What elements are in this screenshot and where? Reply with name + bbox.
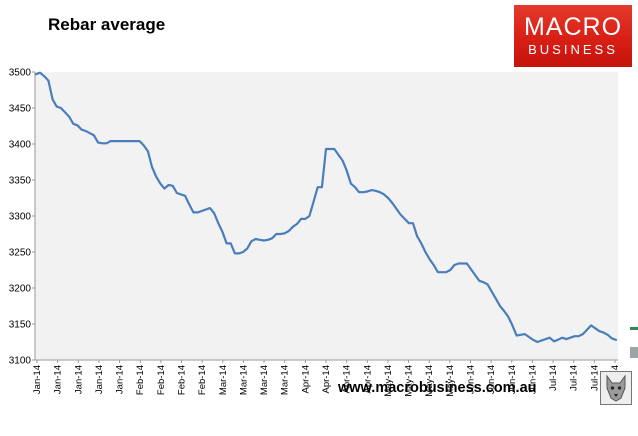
x-tick-label: Jul-14 (589, 365, 600, 391)
series-line (34, 71, 618, 344)
x-tick-label: Apr-14 (362, 365, 373, 394)
y-tick-label: 3150 (9, 320, 32, 331)
x-tick-label: Feb-14 (156, 365, 167, 395)
x-tick-label: Jan-14 (115, 365, 126, 394)
y-tick-label: 3350 (9, 176, 32, 187)
x-tick-label: Jul-14 (569, 365, 580, 391)
x-tick-label: Feb-14 (197, 365, 208, 395)
x-tick-label: Mar-14 (218, 365, 229, 395)
edge-decoration (630, 347, 638, 358)
x-tick-label: May-14 (424, 365, 435, 397)
y-tick-label: 3300 (9, 212, 32, 223)
y-tick-label: 3100 (9, 356, 32, 367)
wolf-logo-icon (600, 371, 632, 405)
x-tick-label: Apr-14 (300, 365, 311, 394)
logo-line-2: BUSINESS (528, 42, 618, 57)
x-tick-label: Mar-14 (280, 365, 291, 395)
x-tick-label: Apr-14 (342, 365, 353, 394)
x-tick-label: May-14 (404, 365, 415, 397)
x-tick-label: Jan-14 (53, 365, 64, 394)
x-tick-label: Jan-14 (94, 365, 105, 394)
x-tick-label: Jun-14 (507, 365, 518, 394)
x-tick-label: Mar-14 (259, 365, 270, 395)
chart-title: Rebar average (48, 15, 166, 34)
x-tick-label: Feb-14 (135, 365, 146, 395)
y-tick-label: 3450 (9, 104, 32, 115)
y-tick-label: 3200 (9, 284, 32, 295)
x-tick-label: Jun-14 (527, 365, 538, 394)
x-tick-label: Jan-14 (32, 365, 43, 394)
x-tick-label: Feb-14 (177, 365, 188, 395)
plot-area (35, 72, 618, 360)
logo-line-1: MACRO (523, 13, 623, 41)
y-tick-label: 3250 (9, 248, 32, 259)
x-tick-label: Jul-14 (548, 365, 559, 391)
x-tick-label: Jun-14 (466, 365, 477, 394)
edge-decoration (630, 327, 638, 330)
x-tick-label: Mar-14 (238, 365, 249, 395)
x-tick-label: May-14 (445, 365, 456, 397)
x-tick-label: Jan-14 (73, 365, 84, 394)
website-url: www.macrobusiness.com.au (338, 380, 537, 396)
x-tick-label: Jun-14 (486, 365, 497, 394)
x-tick-label: May-14 (383, 365, 394, 397)
x-tick-label: Apr-14 (321, 365, 332, 394)
macro-business-logo: MACRO BUSINESS (514, 5, 632, 67)
y-tick-label: 3400 (9, 140, 32, 151)
y-tick-label: 3500 (9, 68, 32, 79)
